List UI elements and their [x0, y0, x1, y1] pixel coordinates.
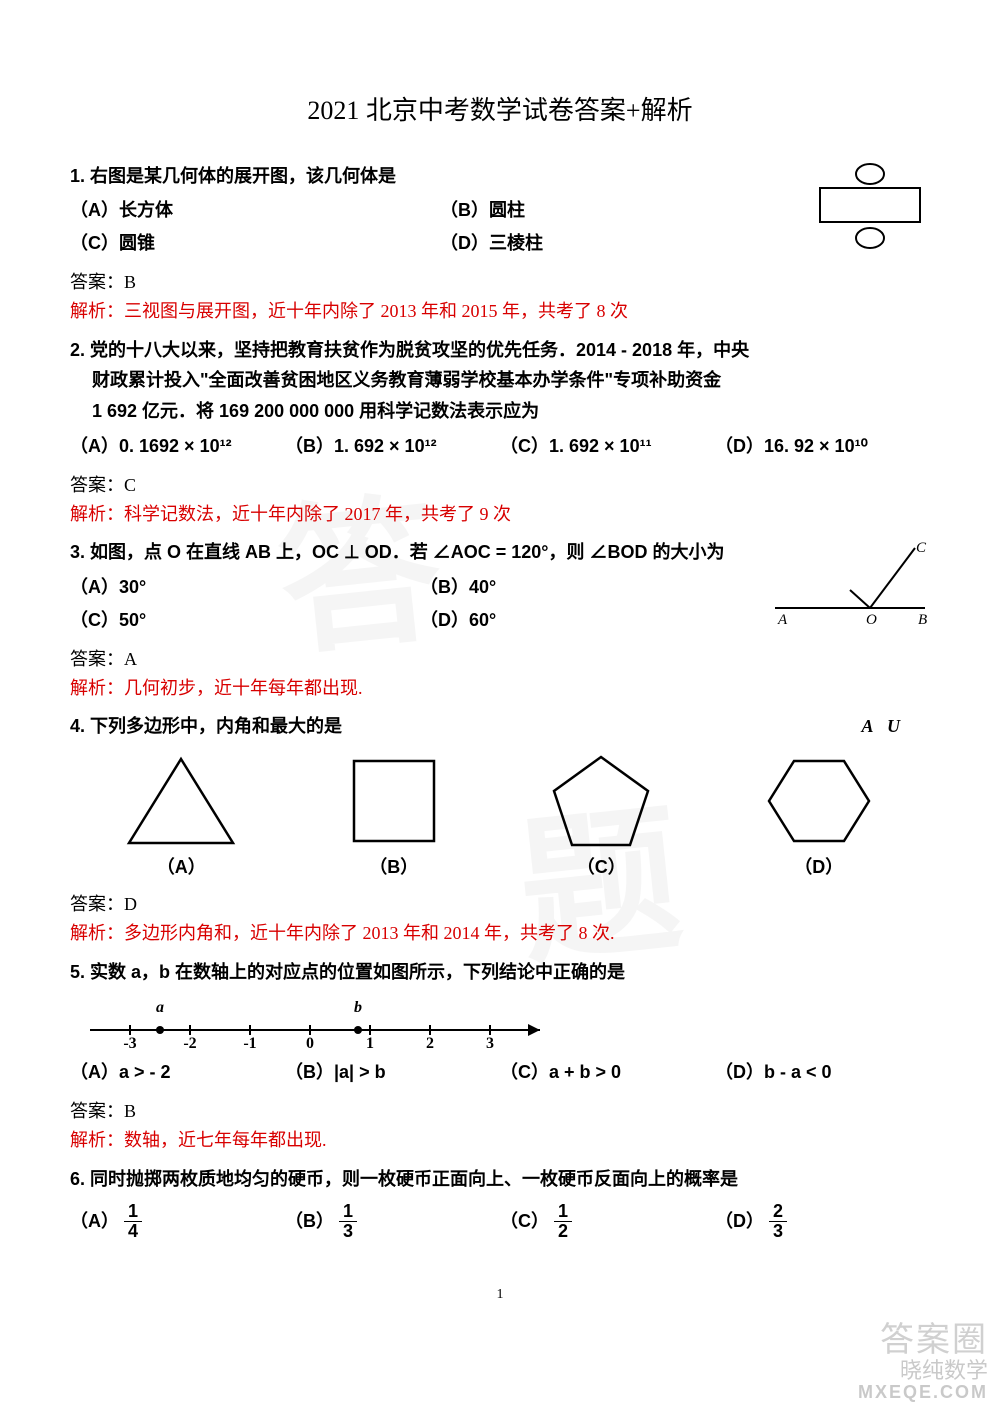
q4-shape-c: （C） [546, 751, 656, 882]
svg-text:3: 3 [486, 1035, 494, 1050]
q5-stem: 5. 实数 a，b 在数轴上的对应点的位置如图所示，下列结论中正确的是 [70, 958, 930, 987]
q6-opt-a: （A） 14 [70, 1200, 285, 1245]
svg-text:-2: -2 [183, 1035, 196, 1050]
q6-b-num: 1 [339, 1202, 357, 1223]
q3-opt-a: （A）30° [70, 571, 420, 604]
q2-opt-c: （C）1. 692 × 10¹¹ [500, 430, 715, 463]
q5-answer: 答案：B [70, 1097, 930, 1126]
q4-label-c: （C） [546, 853, 656, 882]
q2-line1: 2. 党的十八大以来，坚持把教育扶贫作为脱贫攻坚的优先任务．2014 - 201… [70, 336, 930, 365]
q3-opt-b: （B）40° [420, 571, 770, 604]
q1-opt-d: （D）三棱柱 [440, 227, 810, 260]
q5-opt-b: （B）|a| > b [285, 1056, 500, 1089]
question-5: 5. 实数 a，b 在数轴上的对应点的位置如图所示，下列结论中正确的是 -3 -… [70, 958, 930, 1090]
q6-opt-d: （D） 23 [715, 1200, 930, 1245]
q5-numberline: -3 -2 -1 0 1 2 3 a b [70, 992, 930, 1050]
q6-stem: 6. 同时抛掷两枚质地均匀的硬币，则一枚硬币正面向上、一枚硬币反面向上的概率是 [70, 1165, 930, 1194]
q1-figure [810, 162, 930, 252]
q6-c-num: 1 [554, 1202, 572, 1223]
q6-d-den: 3 [769, 1222, 787, 1242]
svg-text:2: 2 [426, 1035, 434, 1050]
q6-d-num: 2 [769, 1202, 787, 1223]
q4-corner-a: A [861, 716, 873, 736]
q4-shape-b: （B） [344, 751, 444, 882]
q1-opt-b: （B）圆柱 [440, 194, 810, 227]
q3-stem: 3. 如图，点 O 在直线 AB 上，OC ⊥ OD．若 ∠AOC = 120°… [70, 538, 770, 567]
question-1: 1. 右图是某几何体的展开图，该几何体是 （A）长方体 （B）圆柱 （C）圆锥 … [70, 162, 930, 260]
question-6: 6. 同时抛掷两枚质地均匀的硬币，则一枚硬币正面向上、一枚硬币反面向上的概率是 … [70, 1165, 930, 1244]
q1-stem: 1. 右图是某几何体的展开图，该几何体是 [70, 162, 810, 191]
q3-label-c: C [916, 540, 927, 556]
watermark-line2: 晓纯数学 [858, 1359, 988, 1383]
question-4: 4. 下列多边形中，内角和最大的是 A U （A） （B） （C） [70, 712, 930, 882]
q2-answer: 答案：C [70, 471, 930, 500]
q2-line2: 财政累计投入"全面改善贫困地区义务教育薄弱学校基本办学条件"专项补助资金 [70, 366, 930, 395]
q3-analysis: 解析：几何初步，近十年每年都出现. [70, 674, 930, 703]
q6-opt-b: （B） 13 [285, 1200, 500, 1245]
q5-opt-a: （A）a > - 2 [70, 1056, 285, 1089]
q3-label-o: O [866, 612, 877, 628]
q4-corner-u: U [887, 716, 900, 736]
q6-a-den: 4 [124, 1222, 142, 1242]
q1-analysis: 解析：三视图与展开图，近十年内除了 2013 年和 2015 年，共考了 8 次 [70, 297, 930, 326]
svg-text:b: b [354, 999, 362, 1016]
q4-shape-a: （A） [121, 751, 241, 882]
q1-opt-a: （A）长方体 [70, 194, 440, 227]
q4-label-b: （B） [344, 853, 444, 882]
q3-opt-d: （D）60° [420, 604, 770, 637]
q4-stem: 4. 下列多边形中，内角和最大的是 [70, 712, 861, 741]
q5-opt-d: （D）b - a < 0 [715, 1056, 930, 1089]
watermark-line3: MXEQE.COM [858, 1383, 988, 1403]
q6-d-pref: （D） [715, 1211, 764, 1231]
q2-opt-d: （D）16. 92 × 10¹⁰ [715, 430, 930, 463]
q6-c-den: 2 [554, 1222, 572, 1242]
q6-a-pref: （A） [70, 1211, 119, 1231]
q5-analysis: 解析：数轴，近七年每年都出现. [70, 1126, 930, 1155]
q3-answer: 答案：A [70, 645, 930, 674]
q4-corner-labels: A U [861, 712, 930, 741]
q4-label-d: （D） [759, 853, 879, 882]
q1-answer: 答案：B [70, 268, 930, 297]
q3-label-a: A [777, 612, 788, 628]
q2-analysis: 解析：科学记数法，近十年内除了 2017 年，共考了 9 次 [70, 500, 930, 529]
q3-opt-c: （C）50° [70, 604, 420, 637]
page-number: 1 [70, 1284, 930, 1306]
svg-text:0: 0 [306, 1035, 314, 1050]
q4-label-a: （A） [121, 853, 241, 882]
q6-c-pref: （C） [500, 1211, 549, 1231]
page-title: 2021 北京中考数学试卷答案+解析 [70, 90, 930, 132]
q3-label-b: B [918, 612, 927, 628]
q6-a-num: 1 [124, 1202, 142, 1223]
svg-text:1: 1 [366, 1035, 374, 1050]
svg-text:-3: -3 [123, 1035, 136, 1050]
q2-line3: 1 692 亿元．将 169 200 000 000 用科学记数法表示应为 [70, 397, 930, 426]
q2-opt-a: （A）0. 1692 × 10¹² [70, 430, 285, 463]
q1-opt-c: （C）圆锥 [70, 227, 440, 260]
question-2: 2. 党的十八大以来，坚持把教育扶贫作为脱贫攻坚的优先任务．2014 - 201… [70, 336, 930, 463]
svg-text:-1: -1 [243, 1035, 256, 1050]
question-3: 3. 如图，点 O 在直线 AB 上，OC ⊥ OD．若 ∠AOC = 120°… [70, 538, 930, 636]
watermark-line1: 答案圈 [858, 1322, 988, 1359]
q4-analysis: 解析：多边形内角和，近十年内除了 2013 年和 2014 年，共考了 8 次. [70, 919, 930, 948]
q6-b-pref: （B） [285, 1211, 334, 1231]
q4-answer: 答案：D [70, 890, 930, 919]
q5-opt-c: （C）a + b > 0 [500, 1056, 715, 1089]
q6-b-den: 3 [339, 1222, 357, 1242]
q6-opt-c: （C） 12 [500, 1200, 715, 1245]
q3-figure: A O B C [770, 538, 930, 628]
svg-text:a: a [156, 999, 164, 1016]
q4-shape-d: （D） [759, 751, 879, 882]
q2-opt-b: （B）1. 692 × 10¹² [285, 430, 500, 463]
watermark-bottom-right: 答案圈 晓纯数学 MXEQE.COM [858, 1322, 988, 1403]
